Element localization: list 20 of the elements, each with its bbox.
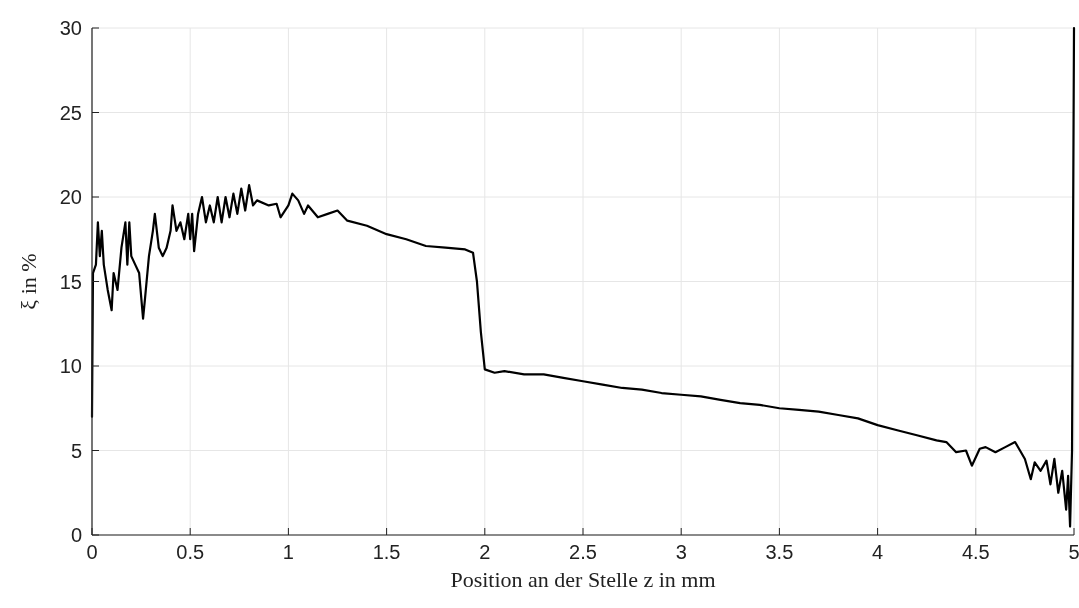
x-tick-label: 0.5 <box>176 541 205 563</box>
x-tick-label: 4 <box>872 541 884 563</box>
y-tick-label: 0 <box>70 524 82 546</box>
y-tick-label: 15 <box>59 270 82 293</box>
y-axis-title: ξ in % <box>16 253 41 310</box>
x-tick-label: 3 <box>675 541 687 563</box>
y-tick-label: 10 <box>59 355 82 377</box>
x-tick-label: 2 <box>479 541 491 563</box>
x-tick-label: 4.5 <box>961 541 990 563</box>
x-tick-label: 2.5 <box>569 541 597 563</box>
x-axis-title: Position an der Stelle z in mm <box>450 567 716 592</box>
x-tick-label: 5 <box>1068 541 1079 563</box>
y-tick-label: 30 <box>59 17 82 39</box>
y-tick-label: 5 <box>70 439 82 462</box>
x-tick-label: 3.5 <box>765 541 794 563</box>
y-tick-label: 20 <box>59 186 82 208</box>
x-tick-label: 1 <box>282 541 294 563</box>
y-tick-label: 25 <box>59 101 82 124</box>
x-tick-label: 0 <box>86 541 98 563</box>
x-tick-label: 1.5 <box>372 541 401 563</box>
